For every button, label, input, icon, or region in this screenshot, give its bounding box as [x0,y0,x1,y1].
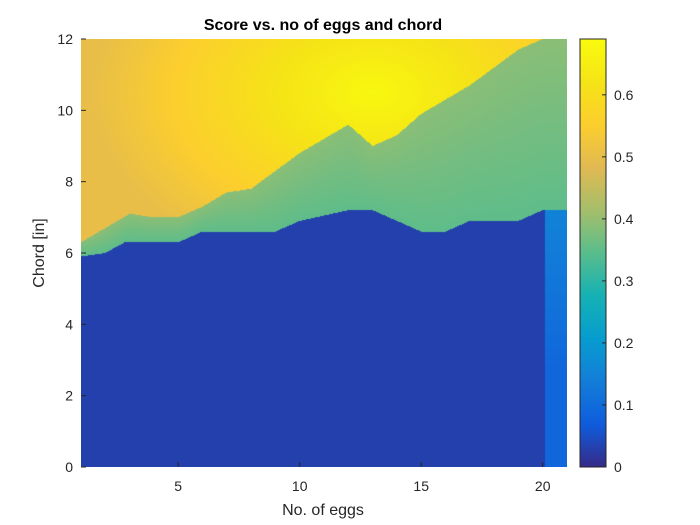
colorbar-tick-label: 0.4 [614,211,634,227]
y-tick-label: 2 [65,388,73,404]
y-tick-label: 8 [65,174,73,190]
colorbar-gradient [579,38,607,468]
colorbar-tick-label: 0.3 [614,273,634,289]
x-tick-label: 10 [292,478,308,494]
colorbar-tick-label: 0.5 [614,149,634,165]
y-tick-label: 12 [57,31,73,47]
y-tick-label: 10 [57,102,73,118]
colorbar-tick-label: 0.2 [614,335,634,351]
x-axis-label: No. of eggs [282,502,364,519]
colorbar-tick-label: 0.1 [614,397,634,413]
heatmap-surface [81,39,567,467]
chart-title: Score vs. no of eggs and chord [204,17,442,34]
y-tick-label: 0 [65,459,73,475]
x-tick-label: 20 [535,478,551,494]
colorbar: 0 0.1 0.2 0.3 0.4 0.5 0.6 [579,38,634,475]
y-axis: 0 2 4 6 8 10 12 [57,31,86,475]
x-tick-label: 5 [174,478,182,494]
plot-area [81,39,567,467]
x-axis: 5 10 15 20 [174,462,551,494]
colorbar-tick-label: 0.6 [614,87,634,103]
colorbar-tick-label: 0 [614,459,622,475]
y-axis-label: Chord [in] [31,218,48,287]
x-tick-label: 15 [413,478,429,494]
y-tick-label: 6 [65,245,73,261]
y-tick-label: 4 [65,316,73,332]
